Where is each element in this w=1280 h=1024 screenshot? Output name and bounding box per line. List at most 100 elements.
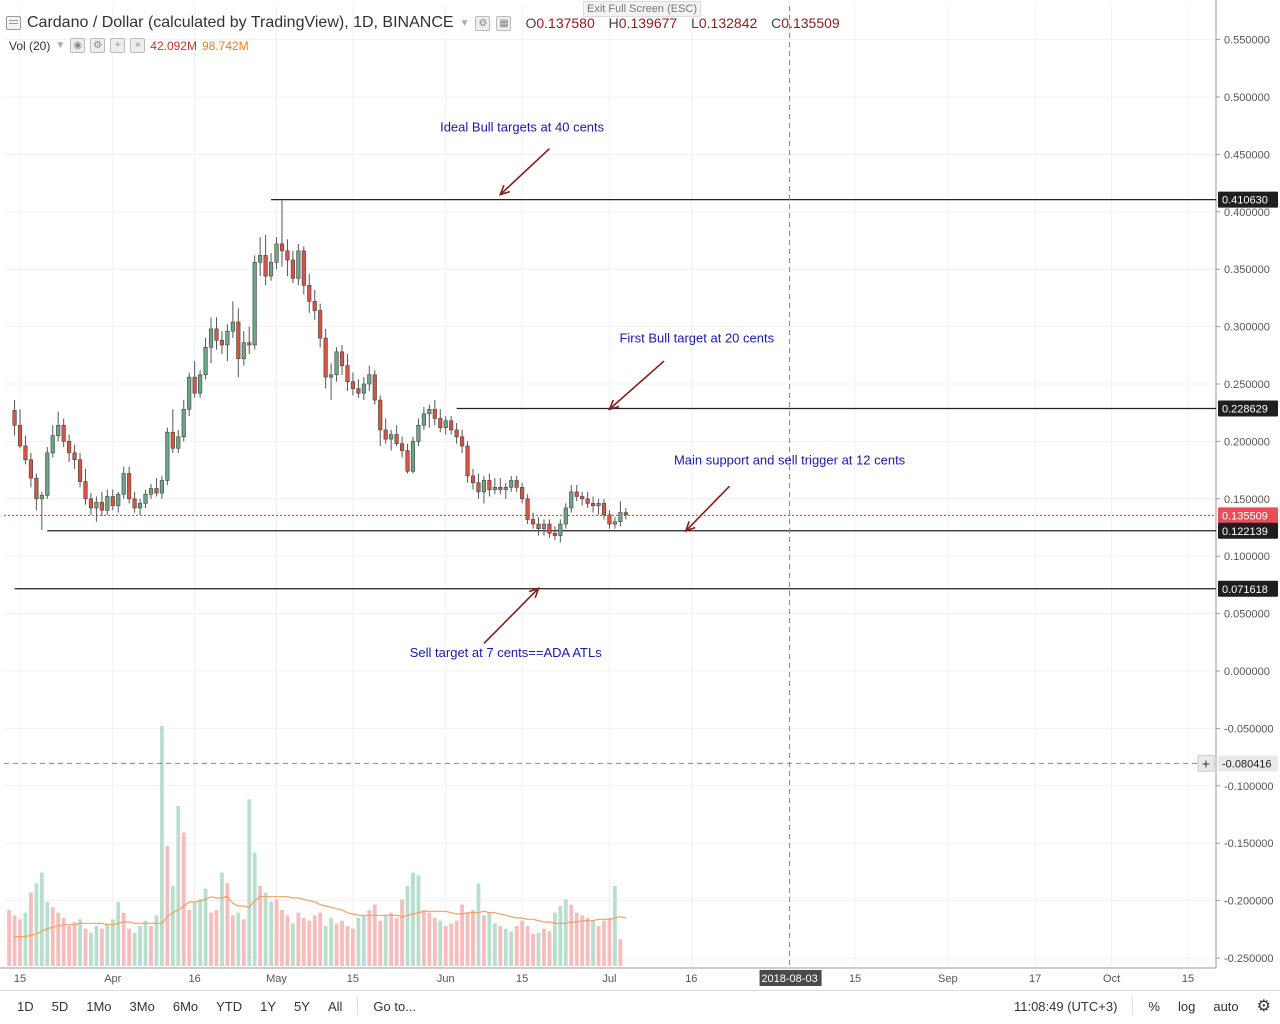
hamburger-icon[interactable] (6, 16, 21, 30)
exit-fullscreen-tooltip[interactable]: Exit Full Screen (ESC) (583, 1, 702, 17)
range-5y-button[interactable]: 5Y (294, 998, 310, 1014)
candle-body (520, 487, 525, 500)
percent-toggle[interactable]: % (1148, 998, 1160, 1014)
candle-body (460, 436, 465, 447)
range-6mo-button[interactable]: 6Mo (172, 998, 199, 1014)
goto-button[interactable]: Go to... (373, 998, 417, 1014)
settings-icon[interactable]: ⚙ (90, 38, 106, 53)
auto-toggle[interactable]: auto (1213, 998, 1239, 1014)
price-label-bg (1218, 580, 1278, 597)
volume-bar (105, 923, 110, 966)
range-ytd-button[interactable]: YTD (216, 998, 243, 1014)
candle-body (334, 351, 339, 376)
volume-bar (138, 926, 142, 966)
plus-icon: + (1202, 755, 1210, 771)
candle-body (432, 408, 437, 419)
volume-bar (465, 912, 470, 966)
eye-icon[interactable]: ◉ (70, 38, 86, 53)
candle-body (208, 328, 214, 348)
close-icon[interactable]: × (130, 38, 146, 53)
candle-body (591, 503, 596, 506)
volume-bar (269, 902, 273, 966)
price-label: 0.228629 (1222, 404, 1268, 416)
candle-body (45, 452, 50, 496)
volume-bar (531, 934, 535, 966)
candle-body (612, 521, 617, 525)
volume-bar (7, 910, 11, 966)
candle-body (574, 491, 579, 497)
volume-bar (312, 915, 317, 966)
price-label: 0.410630 (1222, 195, 1268, 207)
y-tick-label: 0.550000 (1224, 35, 1270, 47)
range-1d-button[interactable]: 1D (17, 998, 34, 1014)
candle-body (301, 250, 306, 286)
compare-icon[interactable]: ▦ (496, 15, 512, 31)
volume-bar (50, 907, 55, 966)
candle-body (465, 445, 470, 477)
candle-body (12, 410, 17, 426)
range-5d-button[interactable]: 5D (51, 998, 69, 1014)
volume-bar (378, 920, 383, 966)
x-tick-label: 15 (516, 973, 528, 985)
candle-body (449, 420, 454, 431)
annotation-arrow (483, 587, 540, 645)
candle-body (318, 310, 323, 339)
volume-bar (247, 799, 252, 966)
log-toggle[interactable]: log (1177, 998, 1196, 1014)
x-tick-label: 15 (347, 973, 359, 985)
candle-body (476, 482, 481, 493)
volume-bar (602, 920, 606, 966)
volume-bar (154, 915, 159, 966)
volume-bar (454, 920, 459, 966)
ohlc-readout: O0.137580 H0.139677 L0.132842 C0.135509 (525, 15, 840, 31)
x-tick-label: Sep (938, 973, 958, 985)
range-1mo-button[interactable]: 1Mo (86, 998, 112, 1014)
chevron-down-icon[interactable]: ▼ (459, 17, 470, 29)
price-chart[interactable]: 0.550000 0.500000 0.450000 0.400000 0.350000… (0, 0, 1280, 990)
y-tick-label: -0.050000 (1224, 723, 1274, 735)
candle-body (454, 429, 459, 438)
volume-bar (367, 910, 372, 966)
candle-body (198, 374, 203, 394)
crosshair-price-label-bg (1218, 755, 1278, 772)
y-tick-label: -0.100000 (1224, 781, 1274, 793)
y-tick-label: 0.500000 (1224, 92, 1270, 104)
volume-bar (372, 904, 377, 966)
volume-bar (23, 912, 28, 966)
volume-bar (574, 912, 579, 966)
x-tick-label: 17 (1029, 973, 1041, 985)
candle-body (623, 512, 628, 516)
candle-body (438, 418, 443, 428)
price-label-bg (1218, 400, 1278, 417)
candle-body (99, 501, 104, 511)
volume-bar (613, 886, 617, 966)
x-tick-label: Oct (1103, 973, 1120, 985)
range-1y-button[interactable]: 1Y (260, 998, 277, 1014)
add-icon[interactable]: + (110, 38, 126, 53)
volume-bar (34, 883, 39, 966)
range-all-button[interactable]: All (327, 998, 343, 1014)
volume-bar (56, 912, 61, 966)
candle-body (383, 429, 388, 440)
candle-body (143, 493, 148, 504)
candle-body (547, 523, 552, 534)
annotation-arrow (685, 485, 731, 532)
volume-bar (241, 919, 246, 966)
volume-bar (361, 915, 366, 966)
settings-icon[interactable]: ⚙ (475, 15, 491, 31)
crosshair-plus-bg (1197, 754, 1215, 772)
gear-icon[interactable]: ⚙ (1256, 998, 1271, 1015)
volume-bar (290, 923, 295, 966)
volume-bar (383, 915, 388, 966)
range-3mo-button[interactable]: 3Mo (129, 998, 155, 1014)
candle-body (67, 441, 72, 454)
candle-body (509, 480, 514, 488)
candle-body (50, 435, 55, 454)
volume-bar (520, 920, 525, 966)
y-tick-label: 0.000000 (1224, 666, 1270, 678)
candle-body (372, 374, 377, 401)
chevron-down-icon[interactable]: ▼ (55, 40, 66, 51)
candle-body (290, 259, 295, 279)
volume-bar (443, 926, 448, 966)
candle-body (263, 255, 268, 277)
